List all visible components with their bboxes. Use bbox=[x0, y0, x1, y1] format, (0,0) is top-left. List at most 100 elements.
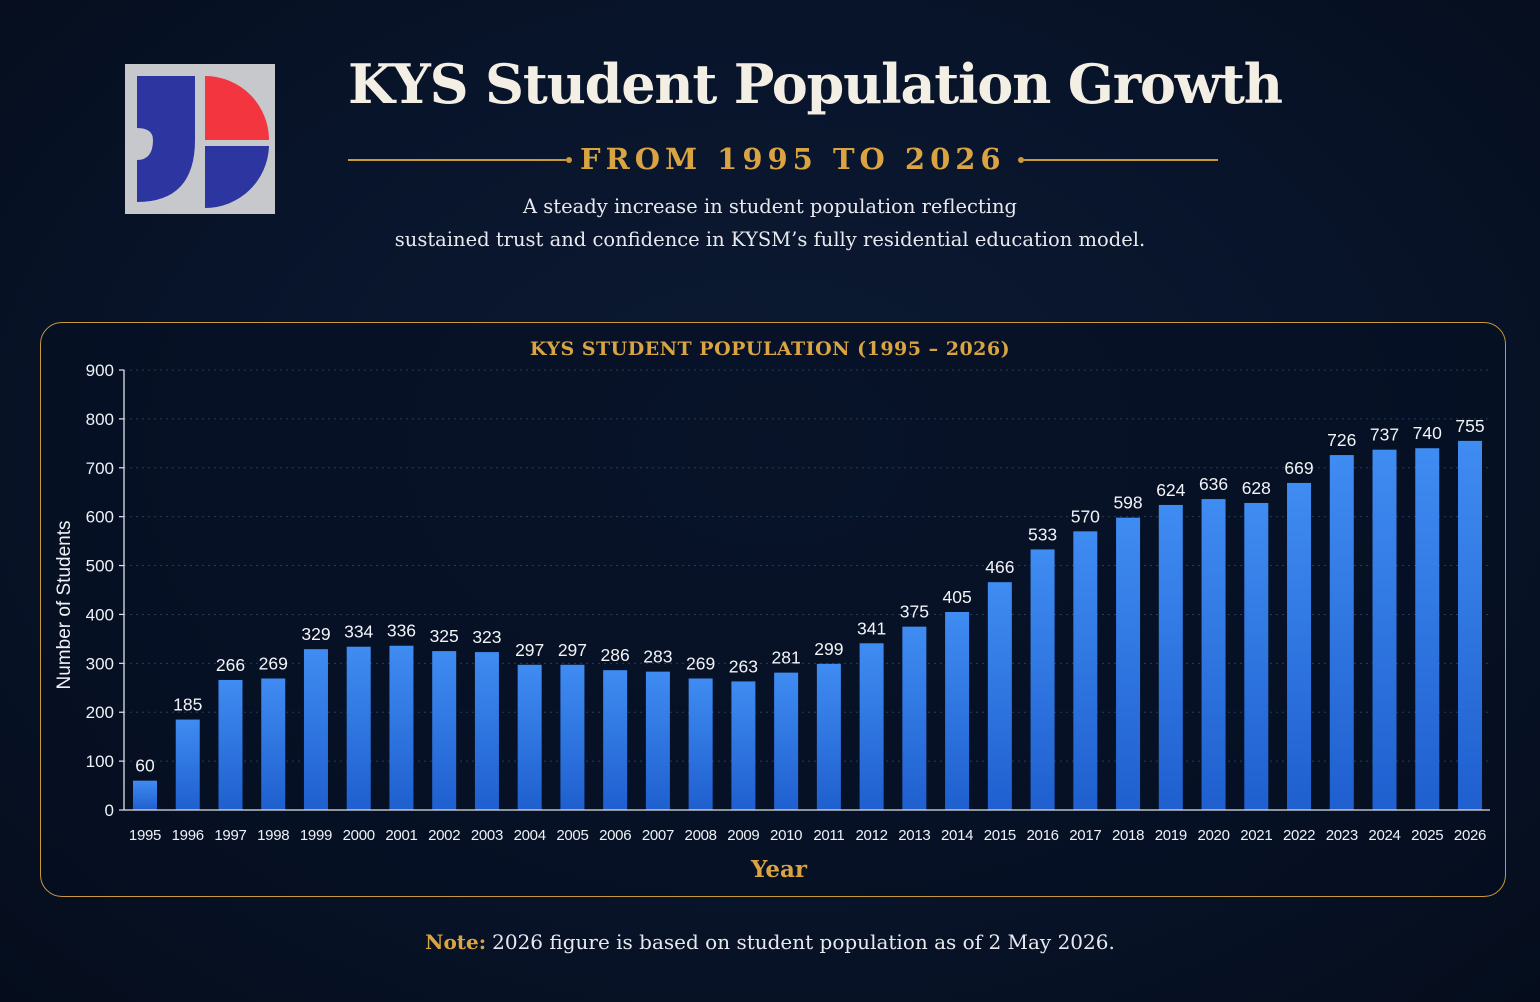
bar bbox=[1244, 502, 1269, 810]
y-tick-label: 400 bbox=[86, 605, 114, 624]
page-subtitle: FROM 1995 TO 2026 bbox=[580, 142, 1006, 176]
data-label: 740 bbox=[1413, 423, 1442, 443]
bar bbox=[1073, 531, 1098, 810]
bar bbox=[731, 681, 756, 810]
data-label: 334 bbox=[344, 622, 373, 642]
x-tick-label: 2019 bbox=[1155, 827, 1187, 844]
description-line-1: A steady increase in student population … bbox=[522, 195, 1018, 218]
x-tick-label: 2006 bbox=[599, 827, 631, 844]
bar bbox=[816, 663, 841, 810]
x-tick-label: 1997 bbox=[214, 827, 246, 844]
description-line-2: sustained trust and confidence in KYSM’s… bbox=[394, 228, 1146, 251]
data-label: 375 bbox=[900, 602, 929, 622]
bar bbox=[1458, 440, 1482, 810]
bar bbox=[1372, 449, 1397, 810]
x-tick-label: 2021 bbox=[1240, 827, 1272, 844]
data-label: 405 bbox=[942, 587, 971, 607]
x-tick-label: 1999 bbox=[300, 827, 332, 844]
divider-right bbox=[1023, 159, 1218, 161]
data-label: 755 bbox=[1455, 416, 1484, 436]
y-tick-label: 800 bbox=[86, 410, 114, 429]
data-label: 299 bbox=[814, 639, 843, 659]
y-tick-label: 300 bbox=[86, 654, 114, 673]
data-label: 669 bbox=[1284, 458, 1313, 478]
x-tick-label: 1998 bbox=[257, 827, 289, 844]
bar bbox=[1415, 448, 1440, 810]
data-label: 269 bbox=[686, 653, 715, 673]
data-label: 636 bbox=[1199, 474, 1228, 494]
subtitle-row: FROM 1995 TO 2026 bbox=[348, 140, 1218, 180]
data-label: 325 bbox=[430, 626, 459, 646]
x-tick-label: 2000 bbox=[343, 827, 375, 844]
data-label: 737 bbox=[1370, 425, 1399, 445]
y-tick-label: 200 bbox=[86, 703, 114, 722]
x-tick-label: 2004 bbox=[514, 827, 546, 844]
divider-dot-right bbox=[1018, 157, 1024, 163]
bar bbox=[389, 645, 414, 810]
x-tick-label: 2009 bbox=[727, 827, 759, 844]
x-tick-label: 2018 bbox=[1112, 827, 1144, 844]
divider-dot-left bbox=[566, 157, 572, 163]
bar bbox=[474, 652, 499, 810]
y-axis-label: Number of Students bbox=[54, 521, 75, 690]
data-label: 466 bbox=[985, 557, 1014, 577]
x-tick-label: 2008 bbox=[685, 827, 717, 844]
bar bbox=[1116, 517, 1141, 810]
x-tick-label: 2002 bbox=[428, 827, 460, 844]
x-tick-label: 2024 bbox=[1368, 827, 1400, 844]
data-label: 341 bbox=[857, 618, 886, 638]
bar bbox=[1158, 504, 1183, 810]
data-label: 533 bbox=[1028, 524, 1057, 544]
bar bbox=[688, 678, 713, 810]
bar bbox=[945, 612, 970, 810]
y-tick-label: 700 bbox=[86, 459, 114, 478]
x-tick-label: 2022 bbox=[1283, 827, 1315, 844]
data-label: 336 bbox=[387, 621, 416, 641]
divider-left bbox=[348, 159, 566, 161]
bar bbox=[432, 651, 457, 810]
data-label: 185 bbox=[173, 695, 202, 715]
x-tick-label: 2023 bbox=[1326, 827, 1358, 844]
x-tick-label: 2003 bbox=[471, 827, 503, 844]
bar bbox=[774, 672, 799, 810]
footnote: Note: 2026 figure is based on student pop… bbox=[300, 930, 1240, 954]
bar bbox=[261, 678, 286, 810]
data-label: 286 bbox=[601, 645, 630, 665]
data-label: 60 bbox=[135, 756, 155, 776]
data-label: 263 bbox=[729, 656, 758, 676]
x-tick-label: 1996 bbox=[172, 827, 204, 844]
x-tick-label: 2011 bbox=[813, 827, 844, 844]
data-label: 283 bbox=[643, 647, 672, 667]
bar bbox=[1287, 482, 1312, 810]
x-tick-label: 2012 bbox=[856, 827, 888, 844]
y-tick-label: 900 bbox=[86, 361, 114, 380]
bar bbox=[859, 643, 884, 810]
y-tick-label: 0 bbox=[105, 801, 114, 820]
data-label: 281 bbox=[772, 648, 801, 668]
note-text: 2026 figure is based on student populati… bbox=[492, 930, 1115, 954]
data-label: 570 bbox=[1071, 506, 1100, 526]
data-label: 323 bbox=[472, 627, 501, 647]
chart-title: KYS STUDENT POPULATION (1995 – 2026) bbox=[529, 338, 1011, 360]
x-tick-label: 2007 bbox=[642, 827, 674, 844]
data-label: 624 bbox=[1156, 480, 1185, 500]
bar bbox=[517, 664, 542, 810]
bar bbox=[175, 719, 200, 810]
data-label: 329 bbox=[301, 624, 330, 644]
data-label: 297 bbox=[515, 640, 544, 660]
data-label: 266 bbox=[216, 655, 245, 675]
bar bbox=[645, 671, 670, 810]
bar bbox=[987, 582, 1012, 810]
x-tick-label: 2015 bbox=[984, 827, 1016, 844]
bar bbox=[560, 664, 585, 810]
x-tick-label: 2020 bbox=[1197, 827, 1229, 844]
bar bbox=[133, 780, 157, 810]
data-label: 628 bbox=[1242, 478, 1271, 498]
bar bbox=[1030, 549, 1055, 810]
x-tick-label: 2025 bbox=[1411, 827, 1443, 844]
data-label: 726 bbox=[1327, 430, 1356, 450]
bar bbox=[1201, 499, 1226, 810]
y-tick-label: 100 bbox=[86, 752, 114, 771]
x-axis-label: Year bbox=[750, 856, 808, 883]
